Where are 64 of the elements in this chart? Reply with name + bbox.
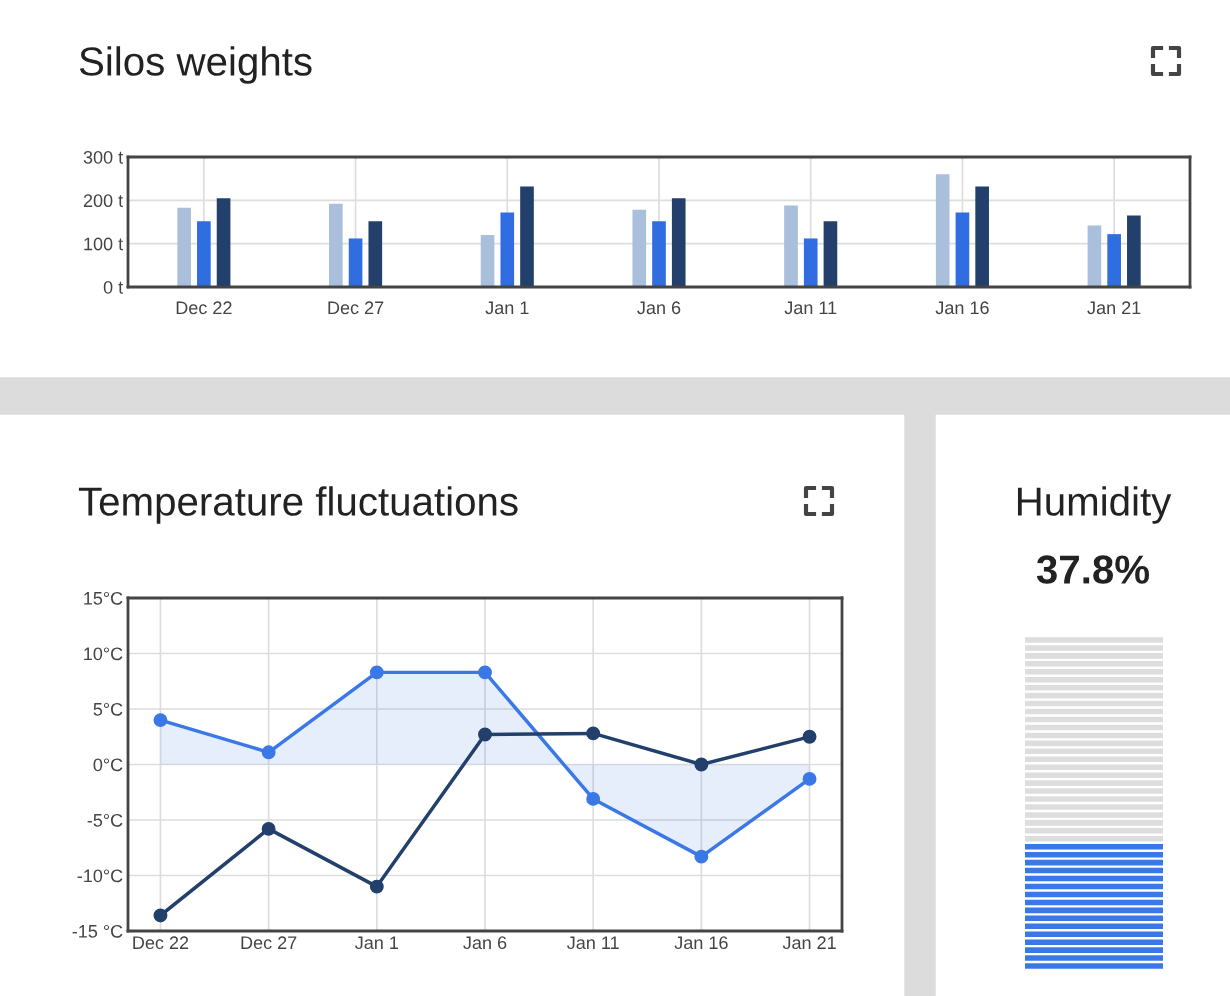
data-label: 37.8% xyxy=(1036,555,1150,584)
bar xyxy=(955,212,970,287)
y-tick-label: 10°C xyxy=(84,647,123,661)
bar xyxy=(823,221,838,287)
bar xyxy=(652,221,666,287)
point xyxy=(694,757,709,772)
point xyxy=(586,726,601,741)
bar xyxy=(803,238,818,287)
y-tick-label: -10°C xyxy=(77,869,123,883)
x-tick-label: Dec 22 xyxy=(133,936,189,950)
chart-title: Temperature fluctuations xyxy=(78,486,518,524)
y-tick-label: 5°C xyxy=(93,702,123,716)
point xyxy=(694,849,709,864)
x-tick-label: Dec 22 xyxy=(176,301,232,315)
bar xyxy=(975,186,989,287)
x-tick-label: Jan 1 xyxy=(485,301,529,315)
point xyxy=(153,908,168,923)
point xyxy=(586,791,601,806)
y-tick-label: 300 t xyxy=(83,150,124,164)
point xyxy=(478,727,492,742)
bar xyxy=(500,212,515,287)
bar xyxy=(329,203,343,287)
x-tick-label: Jan 1 xyxy=(355,936,399,950)
y-tick-label: 100 t xyxy=(84,237,124,251)
bar xyxy=(1107,234,1121,287)
x-tick-label: Dec 27 xyxy=(241,936,297,950)
point xyxy=(153,713,168,728)
x-tick-label: Jan 11 xyxy=(784,301,837,315)
chart-title: Silos weights xyxy=(79,46,312,84)
x-tick-label: Jan 16 xyxy=(674,936,728,950)
bar xyxy=(671,198,686,287)
y-tick-label: 0 t xyxy=(103,280,124,294)
bar xyxy=(197,221,211,287)
point xyxy=(802,771,817,786)
bar xyxy=(216,198,231,287)
bar xyxy=(784,205,798,287)
y-tick-label: 0°C xyxy=(93,758,123,772)
bar xyxy=(1127,215,1141,287)
bar xyxy=(177,207,191,287)
x-tick-label: Dec 27 xyxy=(328,301,384,315)
x-tick-label: Jan 6 xyxy=(637,301,681,315)
x-tick-label: Jan 11 xyxy=(567,936,619,950)
point xyxy=(802,729,817,744)
y-tick-label: 15°C xyxy=(84,591,123,605)
x-tick-label: Jan 21 xyxy=(782,936,836,950)
text: Humidity xyxy=(1017,486,1172,524)
y-tick-label: -5°C xyxy=(87,813,123,827)
point xyxy=(261,745,276,760)
x-tick-label: Jan 6 xyxy=(463,936,507,950)
point xyxy=(369,879,384,894)
x-tick-label: Jan 16 xyxy=(935,301,989,315)
bar xyxy=(520,186,534,287)
bar xyxy=(368,221,383,287)
bar xyxy=(348,238,363,287)
point xyxy=(261,821,276,836)
bar xyxy=(1087,225,1102,287)
y-tick-label: -15 °C xyxy=(72,924,123,938)
bar xyxy=(632,209,647,287)
point xyxy=(478,665,492,680)
y-tick-label: 200 t xyxy=(83,194,124,208)
x-tick-label: Jan 21 xyxy=(1087,301,1141,315)
bar xyxy=(480,235,495,287)
point xyxy=(369,665,384,680)
bar xyxy=(935,174,950,287)
